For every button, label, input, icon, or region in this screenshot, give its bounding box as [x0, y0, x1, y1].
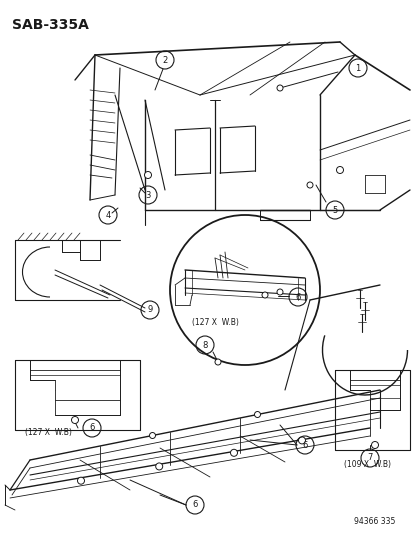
Text: 6: 6 — [192, 500, 197, 510]
Text: 6: 6 — [294, 293, 300, 302]
Circle shape — [276, 289, 282, 295]
Circle shape — [71, 416, 78, 424]
Text: 94366 335: 94366 335 — [353, 518, 394, 527]
Text: 8: 8 — [202, 341, 207, 350]
Text: 2: 2 — [162, 55, 167, 64]
Text: 5: 5 — [332, 206, 337, 214]
Circle shape — [254, 411, 260, 417]
Text: 6: 6 — [89, 424, 95, 432]
Circle shape — [144, 172, 151, 179]
Circle shape — [230, 449, 237, 456]
Circle shape — [261, 292, 267, 298]
Circle shape — [214, 359, 221, 365]
Text: (127 X  W.B): (127 X W.B) — [191, 318, 238, 327]
Circle shape — [298, 437, 305, 444]
Text: 7: 7 — [366, 454, 372, 463]
Text: 6: 6 — [301, 440, 307, 449]
Circle shape — [306, 182, 312, 188]
Text: 3: 3 — [145, 190, 150, 199]
Circle shape — [149, 432, 155, 439]
Text: 4: 4 — [105, 211, 110, 220]
Circle shape — [276, 85, 282, 91]
Text: (127 X  W.B): (127 X W.B) — [25, 429, 72, 438]
Text: (109 X  W.B): (109 X W.B) — [344, 461, 391, 470]
Circle shape — [155, 463, 162, 470]
Circle shape — [370, 441, 377, 448]
Text: 1: 1 — [354, 63, 360, 72]
Text: 9: 9 — [147, 305, 152, 314]
Circle shape — [336, 166, 343, 174]
Text: SAB-335A: SAB-335A — [12, 18, 89, 32]
Circle shape — [77, 477, 84, 484]
